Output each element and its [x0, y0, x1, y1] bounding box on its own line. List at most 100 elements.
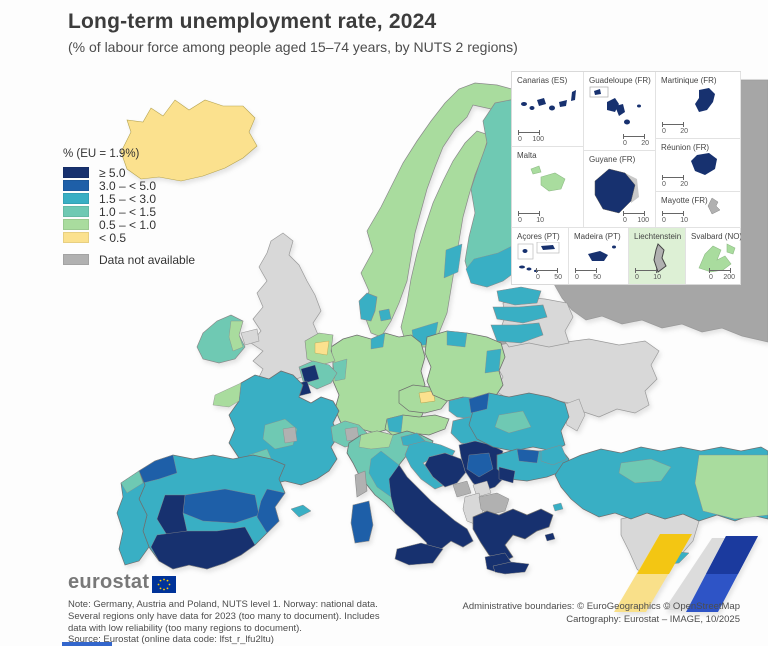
inset-label: Guadeloupe (FR) — [589, 76, 651, 85]
region-czechia-praha — [418, 390, 436, 404]
ribbon-blue-top — [706, 536, 758, 574]
madeira-shape — [588, 245, 616, 261]
liechtenstein-shape — [653, 243, 667, 273]
scale-bar: 0 10 — [662, 211, 688, 224]
legend-label: ≥ 5.0 — [99, 165, 126, 180]
region-germany-west — [332, 358, 348, 382]
region-north-macedonia — [478, 492, 510, 516]
note-line: Several regions only have data for 2023 … — [68, 610, 380, 622]
credit-line: Cartography: Eurostat – IMAGE, 10/2025 — [566, 614, 740, 625]
martinique-shape — [695, 88, 715, 112]
inset-madeira: Madeira (PT) 0 50 — [569, 228, 629, 284]
scale-bar: 0 50 — [575, 268, 601, 281]
eurostat-logo: eurostat — [68, 571, 177, 594]
partial-bottom-bar — [62, 642, 112, 646]
region-greece — [472, 508, 554, 564]
legend-swatch-lt05 — [63, 232, 89, 243]
inset-svalbard: Svalbard (NO) 0 200 — [686, 228, 741, 284]
inset-label: Malta — [517, 151, 537, 160]
acores-islands-shape — [517, 241, 560, 273]
legend-row: 0.5 – < 1.0 — [63, 218, 195, 232]
guyane-shape — [594, 168, 639, 214]
scale-bar: 0 20 — [662, 122, 688, 135]
scale-bar: 0 100 — [518, 130, 544, 143]
inset-reunion: Réunion (FR) 0 20 — [656, 139, 741, 192]
page-title: Long-term unemployment rate, 2024 — [68, 10, 437, 33]
inset-panel: Canarias (ES) 0 100 Guadeloupe (FR) — [511, 71, 741, 285]
region-sardegna — [350, 500, 374, 544]
region-northern-ireland — [240, 328, 260, 346]
note-line: Note: Germany, Austria and Poland, NUTS … — [68, 599, 378, 610]
region-germany-north — [370, 332, 386, 350]
region-portugal — [116, 470, 150, 566]
page-subtitle: (% of labour force among people aged 15–… — [68, 39, 518, 55]
region-portugal-north — [120, 470, 144, 494]
region-ireland-east — [228, 320, 244, 352]
region-italy-south-navy — [388, 464, 474, 562]
legend-label: 1.5 – < 3.0 — [99, 191, 157, 206]
scale-bar: 0 50 — [536, 268, 562, 281]
inset-canarias: Canarias (ES) 0 100 — [512, 72, 584, 147]
region-spain-andalucia — [150, 526, 256, 570]
region-france-brittany — [212, 382, 242, 408]
region-poland-north — [446, 330, 468, 348]
legend-label: 1.0 – < 1.5 — [99, 204, 157, 219]
ribbon-yellow-top — [637, 534, 692, 574]
region-romania-west — [468, 392, 490, 414]
inset-label: Réunion (FR) — [661, 143, 710, 152]
region-serbia-central — [466, 452, 494, 478]
region-turkey-centre-green — [618, 458, 672, 484]
legend-swatch-05-1 — [63, 219, 89, 230]
inset-malta: Malta 0 10 — [512, 147, 584, 228]
note-line: Source: Eurostat (online data code: lfst… — [68, 634, 274, 646]
svalbard-shape — [698, 243, 736, 273]
scale-bar: 0 10 — [635, 268, 661, 281]
map-credits: Administrative boundaries: © EuroGeograp… — [463, 600, 741, 626]
region-aegean-island-1 — [544, 532, 556, 542]
inset-acores: Açores (PT) 0 50 — [512, 228, 569, 284]
mayotte-shape — [707, 197, 721, 215]
region-romania-centre — [494, 410, 532, 434]
inset-mayotte: Mayotte (FR) 0 10 — [656, 192, 741, 228]
legend-row: < 0.5 — [63, 230, 195, 245]
legend-row-no-data: Data not available — [63, 253, 195, 267]
inset-martinique: Martinique (FR) 0 20 — [656, 72, 741, 139]
region-turkey-east-green — [694, 454, 768, 520]
legend-label: < 0.5 — [99, 230, 127, 245]
inset-label: Mayotte (FR) — [661, 196, 708, 205]
legend-swatch-1-15 — [63, 206, 89, 217]
legend-swatch-ge5 — [63, 167, 89, 178]
scale-bar: 0 20 — [623, 134, 649, 147]
region-belgium-navy — [300, 364, 320, 384]
inset-label: Açores (PT) — [517, 232, 560, 241]
region-sicilia — [394, 542, 444, 566]
scale-bar: 0 100 — [623, 211, 649, 224]
inset-label: Liechtenstein — [634, 232, 682, 241]
region-bosnia — [424, 452, 468, 488]
scale-bar: 0 200 — [709, 268, 735, 281]
scale-bar: 0 20 — [662, 175, 688, 188]
guadeloupe-shape — [589, 86, 641, 125]
region-crete — [492, 561, 530, 575]
region-france-nodata — [282, 426, 298, 444]
region-turkey-thrace — [540, 444, 568, 466]
legend-label: 3.0 – < 5.0 — [99, 178, 157, 193]
legend: % (EU = 1.9%) ≥ 5.0 3.0 – < 5.0 1.5 – < … — [63, 148, 195, 267]
legend-swatch-3-5 — [63, 180, 89, 191]
reunion-shape — [691, 153, 717, 175]
region-denmark-islands — [378, 308, 392, 322]
region-corsica — [354, 470, 368, 498]
scale-bar: 0 10 — [518, 211, 544, 224]
legend-row: 1.5 – < 3.0 — [63, 191, 195, 206]
region-iceland — [120, 99, 258, 182]
inset-guyane: Guyane (FR) 0 100 — [584, 151, 656, 228]
legend-swatch-15-3 — [63, 193, 89, 204]
malta-shape — [530, 165, 566, 192]
inset-label: Svalbard (NO) — [691, 232, 741, 241]
region-aegean-island-2 — [552, 502, 564, 512]
header: Long-term unemployment rate, 2024 (% of … — [68, 10, 518, 55]
inset-label: Canarias (ES) — [517, 76, 568, 85]
canarias-islands-shape — [521, 90, 576, 111]
